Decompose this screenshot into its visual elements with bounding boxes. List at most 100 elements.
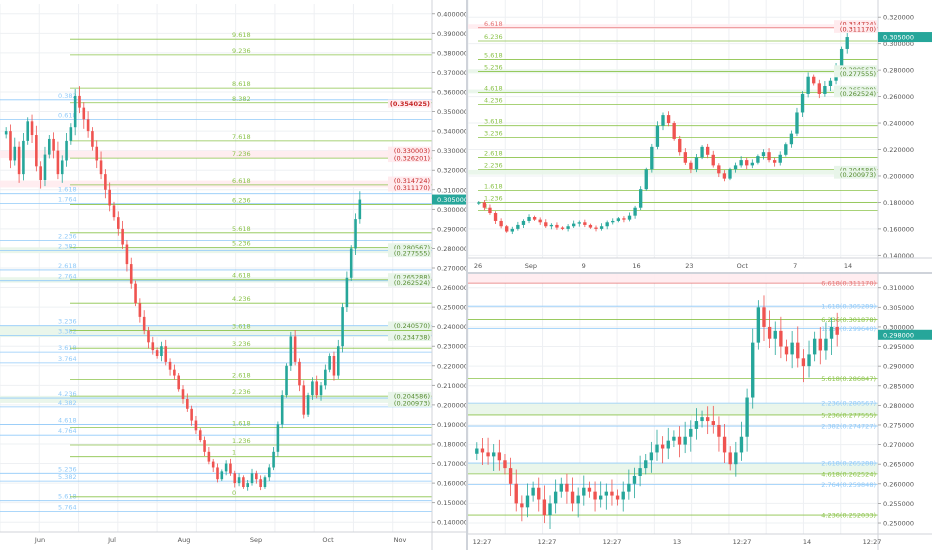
fib-level-label: 2.618	[484, 149, 503, 157]
candle-body	[582, 487, 586, 496]
price-label: (0.200973)	[840, 171, 876, 179]
candle-body	[817, 83, 821, 94]
fib-level-label: 1.618	[58, 186, 77, 194]
fib-level-label: 7.236	[232, 150, 251, 158]
left-chart-svg[interactable]: 0.3820.6181.6181.7642.2362.3822.6182.764…	[0, 0, 466, 550]
price-label: (0.280567)	[394, 244, 430, 252]
left-chart-panel[interactable]: 0.382 0.618 1.618 1.764 2.236 2.382 2.618 2.764…	[0, 0, 466, 550]
candle-body	[666, 115, 671, 124]
candle-body	[632, 475, 637, 484]
price-label-box	[834, 24, 877, 33]
top-right-chart-svg[interactable]: 6.618 6.236 5.618 5.236 4.618 4.236 3.618 3.236…	[468, 0, 932, 272]
candle-body	[599, 495, 603, 500]
bottom-right-chart-svg[interactable]: 6.618(0.311170) 1.618(0.305289) 6.236(0.30…	[468, 274, 932, 550]
price-axis-label: 0.400000	[437, 10, 466, 18]
candle-body	[772, 160, 777, 163]
candle-body	[186, 399, 189, 409]
price-label: (0.262524)	[840, 90, 876, 98]
price-label: (0.354025)	[390, 100, 430, 108]
candle-body	[796, 342, 800, 359]
fib-level-label: 2.236	[232, 388, 251, 396]
candle-body	[65, 140, 68, 161]
price-label-box	[388, 154, 431, 163]
candle-body	[599, 226, 604, 229]
candle-body	[594, 227, 598, 229]
top-right-chart-panel[interactable]: 6.618 6.236 5.618 5.236 4.618 4.236 3.618 3.236…	[468, 0, 932, 272]
candle-body	[661, 115, 665, 126]
candle-body	[672, 123, 676, 139]
price-label-box	[834, 170, 877, 179]
candle-body	[649, 452, 654, 461]
candle-body	[572, 223, 576, 227]
price-axis-label: 0.240000	[437, 323, 466, 331]
price-label: (0.314724)	[840, 21, 876, 29]
candle-body	[784, 144, 788, 155]
time-axis-label: 26	[474, 262, 482, 270]
candle-body	[302, 385, 306, 415]
candle-body	[700, 146, 704, 158]
candle-body	[627, 483, 631, 492]
price-axis-label: 0.370000	[437, 69, 466, 77]
candle-body	[711, 421, 715, 425]
price-axis-label: 0.250000	[437, 304, 466, 312]
candle-body	[683, 436, 687, 445]
candle-body	[104, 174, 107, 190]
price-axis-label: 0.290000	[883, 363, 914, 371]
candle-body	[505, 226, 509, 232]
candle-body	[475, 448, 479, 454]
candle-body	[276, 424, 280, 452]
candle-body	[666, 440, 670, 449]
candle-body	[177, 375, 180, 390]
candle-body	[47, 138, 51, 155]
fib-level-label: 2.618	[58, 262, 77, 270]
candle-body	[207, 451, 211, 462]
horizontal-divider[interactable]	[468, 272, 932, 274]
candle-body	[728, 452, 732, 465]
candle-body	[486, 452, 490, 457]
candle-body	[553, 491, 558, 504]
price-axis-label: 0.180000	[883, 199, 914, 207]
time-axis-label: Sep	[250, 536, 262, 544]
candle-body	[86, 119, 90, 132]
candle-body	[548, 503, 552, 516]
price-axis-label: 0.280000	[437, 245, 466, 253]
candle-body	[806, 76, 810, 94]
candle-body	[508, 468, 513, 484]
candle-body	[839, 48, 844, 68]
time-axis-label: 16	[632, 262, 640, 270]
candle-body	[203, 440, 206, 452]
candle-body	[328, 356, 331, 370]
price-label: (0.277555)	[840, 70, 876, 78]
candle-body	[121, 228, 124, 245]
candle-body	[570, 491, 575, 504]
candle-body	[615, 495, 620, 500]
fib-level-label: 1	[484, 202, 488, 210]
price-label-box	[388, 176, 431, 185]
price-axis-label: 0.350000	[437, 108, 466, 116]
price-axis-label: 0.240000	[883, 120, 914, 128]
fib-level-label: 3.236	[484, 130, 503, 138]
time-axis-label: 12:27	[603, 538, 622, 546]
candle-body	[795, 112, 799, 134]
price-label: (0.314724)	[394, 177, 430, 185]
vertical-divider[interactable]	[466, 0, 468, 550]
candle-body	[611, 220, 615, 223]
candle-body	[778, 154, 782, 163]
price-axis-label: 0.150000	[437, 499, 466, 507]
fib-level-label: 3.618	[484, 118, 503, 126]
fib-level-label: 2.236(0.280567)	[821, 400, 876, 408]
last-price-box	[432, 194, 466, 205]
candle-body	[497, 452, 502, 461]
bottom-right-chart-panel[interactable]: 6.618(0.311170) 1.618(0.305289) 6.236(0.30…	[468, 274, 932, 550]
price-axis-background	[878, 274, 932, 550]
candle-body	[756, 307, 761, 343]
price-axis-label: 0.200000	[437, 401, 466, 409]
candle-body	[587, 487, 592, 492]
candle-body	[689, 428, 693, 437]
candle-body	[532, 216, 537, 220]
price-axis-label: 0.380000	[437, 49, 466, 57]
candle-body	[644, 460, 648, 469]
zone-fill	[468, 463, 878, 474]
fib-level-label: 3.236	[232, 340, 251, 348]
candle-body	[190, 408, 193, 421]
